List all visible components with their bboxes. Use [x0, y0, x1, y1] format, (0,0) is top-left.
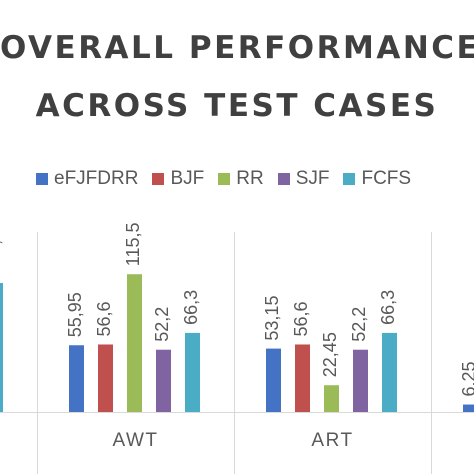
legend-item-efjfdrr: eFJFDRR	[36, 168, 138, 190]
data-label-fcfs: 66,3	[378, 290, 398, 325]
bar-bjf	[98, 344, 113, 412]
legend-item-rr: RR	[218, 168, 264, 190]
data-label-sjf: 52,2	[152, 307, 172, 342]
data-label-efjfdrr: 6,25	[459, 361, 474, 396]
category-label: AWT	[112, 430, 158, 451]
chart-title-line-2: ACROSS TEST CASES	[35, 88, 439, 124]
chart-legend: eFJFDRR BJF RR SJF FCFS	[36, 168, 425, 190]
legend-label-sjf: SJF	[295, 168, 330, 189]
bar-rr	[127, 274, 142, 412]
bar-efjfdrr	[69, 345, 84, 412]
data-label-rr: 115,5	[123, 222, 143, 266]
data-label-efjfdrr: 53,15	[262, 296, 282, 341]
bar-fcfs	[382, 332, 397, 412]
legend-swatch-bjf	[152, 173, 165, 185]
data-label-sjf: 52,2	[349, 307, 369, 342]
bar-sjf	[353, 349, 368, 412]
data-label-bjf: 56,6	[291, 301, 311, 336]
data-label-efjfdrr: 55,95	[65, 292, 85, 337]
legend-swatch-fcfs	[343, 173, 356, 185]
bar-bjf	[295, 344, 310, 412]
legend-label-rr: RR	[236, 168, 264, 189]
bar-fcfs	[185, 332, 200, 412]
legend-item-sjf: SJF	[277, 168, 330, 190]
legend-label-bjf: BJF	[170, 168, 205, 189]
legend-label-fcfs: FCFS	[361, 168, 412, 189]
bar-rr	[324, 385, 339, 412]
bar-efjfdrr	[463, 404, 474, 412]
data-label-fcfs: 66,3	[181, 290, 201, 325]
data-label-bjf: 56,6	[94, 301, 114, 336]
legend-swatch-sjf	[277, 173, 290, 185]
legend-swatch-rr	[218, 173, 231, 185]
chart-title-line-1: OVERALL PERFORMANCE	[0, 30, 474, 66]
data-label-fcfs: 108,1	[0, 230, 4, 275]
bar-fcfs	[0, 283, 3, 412]
bar-sjf	[156, 349, 171, 412]
data-label-rr: 22,45	[320, 332, 340, 377]
legend-item-fcfs: FCFS	[343, 168, 411, 190]
legend-label-efjfdrr: eFJFDRR	[54, 168, 139, 189]
legend-item-bjf: BJF	[152, 168, 204, 190]
category-label: ART	[311, 430, 353, 451]
legend-swatch-efjfdrr	[36, 173, 48, 185]
bar-efjfdrr	[266, 348, 281, 412]
